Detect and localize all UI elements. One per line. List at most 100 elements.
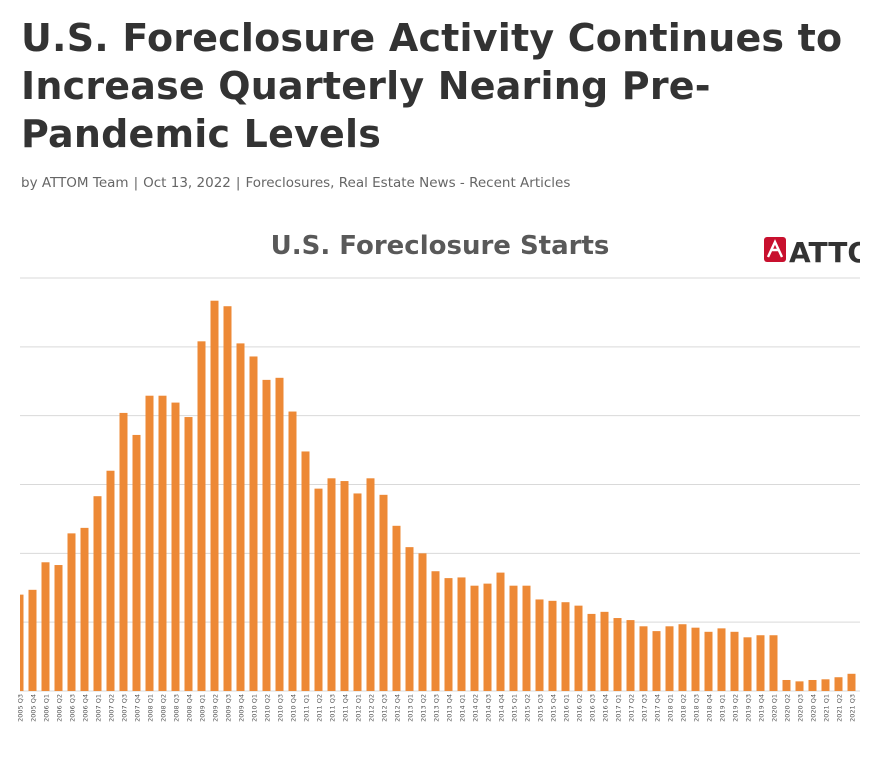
x-tick-label: 2006 Q3: [69, 694, 77, 722]
meta-separator: |: [235, 175, 241, 191]
x-tick-label: 2007 Q2: [108, 694, 116, 722]
x-tick-label: 2019 Q3: [745, 694, 753, 722]
bar: [665, 626, 674, 691]
x-tick-label: 2021 Q3: [849, 694, 857, 722]
x-tick-label: 2019 Q1: [719, 694, 727, 722]
x-tick-label: 2006 Q1: [43, 694, 51, 722]
bar: [379, 494, 388, 691]
bar: [132, 434, 141, 691]
meta-separator: |: [133, 175, 139, 191]
x-tick-label: 2015 Q2: [524, 694, 532, 722]
x-tick-label: 2012 Q3: [381, 694, 389, 722]
x-tick-label: 2008 Q2: [160, 694, 168, 722]
bar: [483, 583, 492, 691]
chart-container: 2005 Q3 2005 Q4 2006 Q1 2006 Q2 2006 Q3 2006 …: [0, 215, 894, 760]
bar: [535, 599, 544, 691]
author-link[interactable]: ATTOM Team: [41, 175, 129, 191]
bar: [626, 620, 635, 691]
bar: [782, 679, 791, 691]
bar: [652, 631, 661, 691]
bar: [301, 451, 310, 691]
x-tick-label: 2018 Q1: [667, 694, 675, 722]
x-tick-label: 2015 Q1: [511, 694, 519, 722]
bar: [405, 547, 414, 691]
bar: [353, 493, 362, 691]
byline-prefix: by: [21, 175, 38, 191]
x-tick-label: 2011 Q1: [303, 694, 311, 722]
x-tick-label: 2016 Q1: [563, 694, 571, 722]
x-tick-label: 2011 Q3: [329, 694, 337, 722]
bar: [678, 624, 687, 691]
bar: [210, 300, 219, 691]
x-tick-label: 2018 Q3: [693, 694, 701, 722]
bar: [548, 600, 557, 691]
x-tick-label: 2012 Q2: [368, 694, 376, 722]
x-tick-label: 2008 Q3: [173, 694, 181, 722]
x-tick-label: 2021 Q1: [823, 694, 831, 722]
x-tick-label: 2006 Q4: [82, 694, 90, 722]
bar: [314, 488, 323, 691]
bar: [106, 470, 115, 691]
x-tick-label: 2016 Q2: [576, 694, 584, 722]
bar: [275, 377, 284, 691]
x-tick-label: 2011 Q4: [342, 694, 350, 722]
bar: [704, 631, 713, 691]
x-tick-label: 2020 Q1: [771, 694, 779, 722]
bar: [808, 679, 817, 691]
x-tick-label: 2007 Q3: [121, 694, 129, 722]
bar: [119, 412, 128, 691]
bar: [795, 681, 804, 691]
bar: [613, 618, 622, 691]
bar: [340, 481, 349, 691]
x-tick-label: 2020 Q2: [784, 694, 792, 722]
x-tick-label: 2017 Q3: [641, 694, 649, 722]
x-tick-label: 2020 Q4: [810, 694, 818, 722]
bar: [236, 343, 245, 691]
x-tick-label: 2010 Q4: [290, 694, 298, 722]
x-tick-label: 2018 Q2: [680, 694, 688, 722]
article-meta: by ATTOM Team | Oct 13, 2022 | Foreclosures,…: [21, 175, 570, 191]
bar: [730, 631, 739, 691]
bar: [145, 395, 154, 691]
x-tick-label: 2005 Q3: [17, 694, 25, 722]
x-tick-label: 2010 Q1: [251, 694, 259, 722]
bar: [743, 637, 752, 691]
bar: [184, 417, 193, 691]
bar: [574, 605, 583, 691]
bar: [93, 496, 102, 691]
x-tick-label: 2007 Q1: [95, 694, 103, 722]
bar: [262, 379, 271, 691]
foreclosure-starts-chart: 2005 Q3 2005 Q4 2006 Q1 2006 Q2 2006 Q3 2006 …: [17, 277, 860, 722]
x-tick-label: 2020 Q3: [797, 694, 805, 722]
bar: [561, 602, 570, 691]
x-tick-label: 2006 Q2: [56, 694, 64, 722]
bar: [457, 577, 466, 691]
category-links[interactable]: Foreclosures, Real Estate News - Recent …: [245, 175, 571, 191]
x-tick-label: 2009 Q3: [225, 694, 233, 722]
bar: [392, 525, 401, 691]
x-tick-label: 2016 Q4: [602, 694, 610, 722]
x-tick-label: 2013 Q4: [446, 694, 454, 722]
bar: [67, 533, 76, 691]
x-tick-label: 2012 Q1: [355, 694, 363, 722]
bar: [769, 635, 778, 691]
article-title: U.S. Foreclosure Activity Continues to I…: [21, 16, 843, 156]
x-tick-label: 2019 Q4: [758, 694, 766, 722]
bar: [847, 673, 856, 691]
bar: [470, 585, 479, 691]
attom-logo-mark: ATTOM: [764, 236, 860, 267]
bar: [639, 626, 648, 691]
bar: [509, 585, 518, 691]
x-tick-label: 2011 Q2: [316, 694, 324, 722]
x-tick-label: 2010 Q2: [264, 694, 272, 722]
x-tick-label: 2014 Q1: [459, 694, 467, 722]
x-tick-label: 2015 Q4: [550, 694, 558, 722]
x-tick-label: 2019 Q2: [732, 694, 740, 722]
x-tick-label: 2008 Q4: [186, 694, 194, 722]
x-tick-label: 2009 Q4: [238, 694, 246, 722]
bar: [223, 306, 232, 691]
bar: [158, 395, 167, 691]
attom-logo: ATTOM: [764, 233, 860, 267]
bar: [522, 585, 531, 691]
x-tick-label: 2005 Q4: [30, 694, 38, 722]
